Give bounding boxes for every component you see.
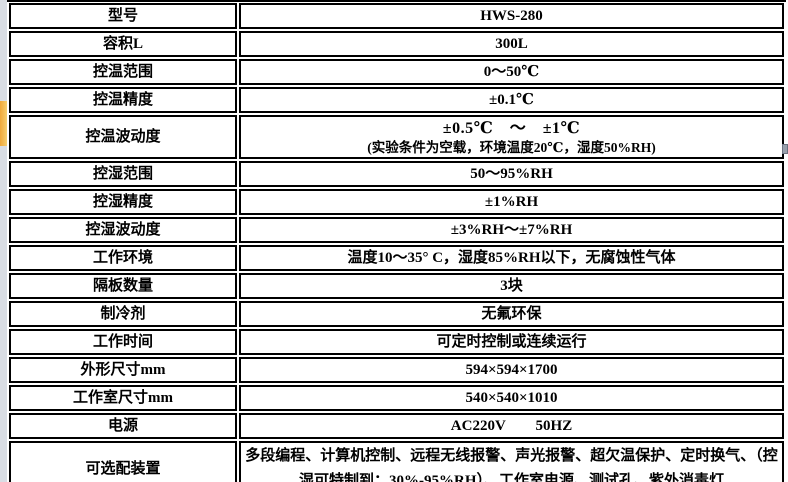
- spec-label-text: 控湿波动度: [85, 221, 161, 238]
- page-left-gutter: [0, 0, 7, 482]
- spec-label-text: 电源: [107, 417, 138, 434]
- spec-label: 隔板数量: [9, 273, 237, 299]
- spec-value-text: ±0.5℃ ～ ±1℃: [442, 120, 581, 137]
- table-row: 控温波动度 ±0.5℃ ～ ±1℃ (实验条件为空载，环境温度20℃，湿度50%…: [9, 115, 784, 159]
- spec-value-text: ±3%RH～±7%RH: [450, 222, 573, 238]
- spec-value-text: 多段编程、计算机控制、远程无线报警、声光报警、超欠温保护、定时换气、（控湿可特制…: [245, 448, 778, 482]
- spec-value-text: ±0.1℃: [489, 92, 534, 108]
- spec-value-text: 可定时控制或连续运行: [436, 334, 587, 350]
- table-row: 外形尺寸mm 594×594×1700: [9, 357, 784, 383]
- gutter-highlight-marker: [0, 101, 7, 146]
- spec-value-text: 594×594×1700: [465, 362, 558, 378]
- spec-label-text: 工作室尺寸mm: [73, 389, 173, 406]
- spec-value-text: HWS-280: [480, 8, 543, 24]
- spec-label: 控湿波动度: [9, 217, 237, 243]
- spec-value: 多段编程、计算机控制、远程无线报警、声光报警、超欠温保护、定时换气、（控湿可特制…: [239, 441, 784, 482]
- spec-label: 型号: [9, 3, 237, 29]
- right-edge-artifact: [782, 144, 788, 154]
- spec-label-text: 工作环境: [92, 249, 153, 266]
- table-row: 控湿范围 50～95%RH: [9, 161, 784, 187]
- spec-label: 控湿精度: [9, 189, 237, 215]
- table-row: 容积L 300L: [9, 31, 784, 57]
- table-row: 型号 HWS-280: [9, 3, 784, 29]
- spec-label: 控温范围: [9, 59, 237, 85]
- spec-label: 外形尺寸mm: [9, 357, 237, 383]
- spec-label-text: 制冷剂: [100, 305, 146, 322]
- table-row: 控温精度 ±0.1℃: [9, 87, 784, 113]
- table-row: 工作室尺寸mm 540×540×1010: [9, 385, 784, 411]
- spec-label-text: 控温精度: [92, 91, 153, 108]
- table-row: 电源 AC220V 50HZ: [9, 413, 784, 439]
- spec-value-text: AC220V 50HZ: [450, 418, 573, 434]
- table-row: 隔板数量 3块: [9, 273, 784, 299]
- spec-label-text: 控湿精度: [92, 193, 153, 210]
- spec-value: ±1%RH: [239, 189, 784, 215]
- spec-value-text: 50～95%RH: [470, 166, 553, 182]
- spec-value-text: 温度10～35° C，湿度85%RH以下，无腐蚀性气体: [347, 250, 676, 266]
- spec-label-text: 工作时间: [92, 333, 153, 350]
- table-row: 可选配装置 多段编程、计算机控制、远程无线报警、声光报警、超欠温保护、定时换气、…: [9, 441, 784, 482]
- spec-label: 工作室尺寸mm: [9, 385, 237, 411]
- spec-value: ±3%RH～±7%RH: [239, 217, 784, 243]
- spec-label-text: 控湿范围: [92, 165, 153, 182]
- spec-label: 控温精度: [9, 87, 237, 113]
- spec-value-text: 0～50℃: [483, 64, 540, 80]
- spec-label-text: 容积L: [102, 35, 143, 52]
- table-row: 控温范围 0～50℃: [9, 59, 784, 85]
- spec-value: ±0.5℃ ～ ±1℃ (实验条件为空载，环境温度20℃，湿度50%RH): [239, 115, 784, 159]
- spec-label-text: 控温范围: [92, 63, 153, 80]
- spec-value: 无氟环保: [239, 301, 784, 327]
- spec-table: 型号 HWS-280 容积L 300L 控温范围 0～50℃ 控温精度 ±0.1…: [7, 1, 786, 482]
- spec-value-note: (实验条件为空载，环境温度20℃，湿度50%RH): [367, 140, 656, 155]
- spec-label: 工作时间: [9, 329, 237, 355]
- spec-value: 0～50℃: [239, 59, 784, 85]
- spec-value: ±0.1℃: [239, 87, 784, 113]
- table-row: 工作时间 可定时控制或连续运行: [9, 329, 784, 355]
- spec-value-text: 540×540×1010: [465, 390, 558, 406]
- spec-value: 540×540×1010: [239, 385, 784, 411]
- spec-label-text: 可选配装置: [85, 460, 161, 477]
- spec-value-text: 300L: [495, 36, 528, 52]
- spec-value: HWS-280: [239, 3, 784, 29]
- table-row: 控湿精度 ±1%RH: [9, 189, 784, 215]
- spec-label-text: 控温波动度: [85, 128, 161, 145]
- spec-label: 工作环境: [9, 245, 237, 271]
- spec-label: 可选配装置: [9, 441, 237, 482]
- spec-table-body: 型号 HWS-280 容积L 300L 控温范围 0～50℃ 控温精度 ±0.1…: [9, 3, 784, 482]
- cropped-row-top-border: [7, 0, 786, 2]
- spec-label: 制冷剂: [9, 301, 237, 327]
- spec-value: 3块: [239, 273, 784, 299]
- spec-label: 电源: [9, 413, 237, 439]
- spec-value: AC220V 50HZ: [239, 413, 784, 439]
- table-row: 控湿波动度 ±3%RH～±7%RH: [9, 217, 784, 243]
- spec-value: 594×594×1700: [239, 357, 784, 383]
- spec-label: 容积L: [9, 31, 237, 57]
- spec-label: 控湿范围: [9, 161, 237, 187]
- spec-value-text: 3块: [500, 278, 523, 294]
- spec-label: 控温波动度: [9, 115, 237, 159]
- spec-value: 50～95%RH: [239, 161, 784, 187]
- spec-value: 300L: [239, 31, 784, 57]
- table-row: 制冷剂 无氟环保: [9, 301, 784, 327]
- spec-value: 温度10～35° C，湿度85%RH以下，无腐蚀性气体: [239, 245, 784, 271]
- spec-label-text: 隔板数量: [92, 277, 153, 294]
- spec-label-text: 外形尺寸mm: [80, 361, 166, 378]
- spec-value: 可定时控制或连续运行: [239, 329, 784, 355]
- spec-value-text: ±1%RH: [484, 194, 539, 210]
- spec-label-text: 型号: [107, 7, 138, 24]
- table-row: 工作环境 温度10～35° C，湿度85%RH以下，无腐蚀性气体: [9, 245, 784, 271]
- spec-value-text: 无氟环保: [481, 306, 542, 322]
